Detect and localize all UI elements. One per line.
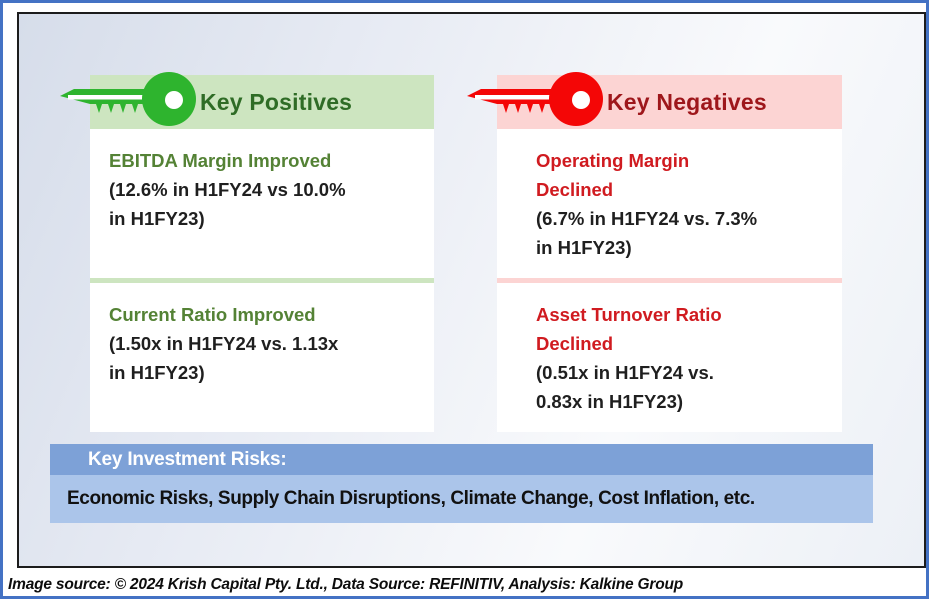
- investment-risks-body-text: Economic Risks, Supply Chain Disruptions…: [67, 488, 755, 509]
- positive-item-detail-line: (1.50x in H1FY24 vs. 1.13x: [109, 333, 339, 354]
- attribution-footer: Image source: © 2024 Krish Capital Pty. …: [3, 568, 926, 596]
- positives-header: Key Positives: [60, 72, 434, 129]
- negative-item-title-line: Declined: [536, 179, 614, 200]
- negative-item-detail-line: 0.83x in H1FY23): [536, 391, 684, 412]
- positive-item-title: EBITDA Margin Improved: [109, 150, 332, 171]
- negative-item-detail-line: (0.51x in H1FY24 vs.: [536, 362, 714, 383]
- positives-separator: [90, 278, 434, 283]
- negative-item-title-line: Operating Margin: [536, 150, 690, 171]
- negative-item-operating-margin: Operating Margin Declined (6.7% in H1FY2…: [497, 129, 842, 278]
- investment-risks-header: Key Investment Risks:: [50, 444, 873, 475]
- negatives-header-label: Key Negatives: [607, 88, 767, 115]
- investment-risks-header-label: Key Investment Risks:: [88, 448, 287, 470]
- positives-header-label: Key Positives: [200, 88, 353, 115]
- attribution-text: Image source: © 2024 Krish Capital Pty. …: [8, 576, 684, 593]
- negative-item-detail-line: (6.7% in H1FY24 vs. 7.3%: [536, 208, 758, 229]
- negatives-header: Key Negatives: [467, 72, 842, 129]
- negative-item-detail-line: in H1FY23): [536, 237, 632, 258]
- positive-item-detail-line: in H1FY23): [109, 362, 205, 383]
- positive-item-ebitda-margin: EBITDA Margin Improved (12.6% in H1FY24 …: [90, 129, 434, 278]
- positive-item-detail-line: in H1FY23): [109, 208, 205, 229]
- positive-item-current-ratio: Current Ratio Improved (1.50x in H1FY24 …: [90, 283, 434, 432]
- positive-item-title: Current Ratio Improved: [109, 304, 316, 325]
- positive-item-detail-line: (12.6% in H1FY24 vs 10.0%: [109, 179, 346, 200]
- investment-risks-body: Economic Risks, Supply Chain Disruptions…: [50, 475, 873, 523]
- negative-item-asset-turnover: Asset Turnover Ratio Declined (0.51x in …: [497, 283, 842, 432]
- negatives-separator: [497, 278, 842, 283]
- red-key-icon: [467, 72, 603, 126]
- green-key-icon: [60, 72, 196, 126]
- main-panel: Key Positives Key Negatives EBITDA Margi…: [17, 12, 926, 568]
- investment-risks-box: Key Investment Risks: Economic Risks, Su…: [50, 444, 873, 523]
- negative-item-title-line: Declined: [536, 333, 614, 354]
- negative-item-title-line: Asset Turnover Ratio: [536, 304, 722, 325]
